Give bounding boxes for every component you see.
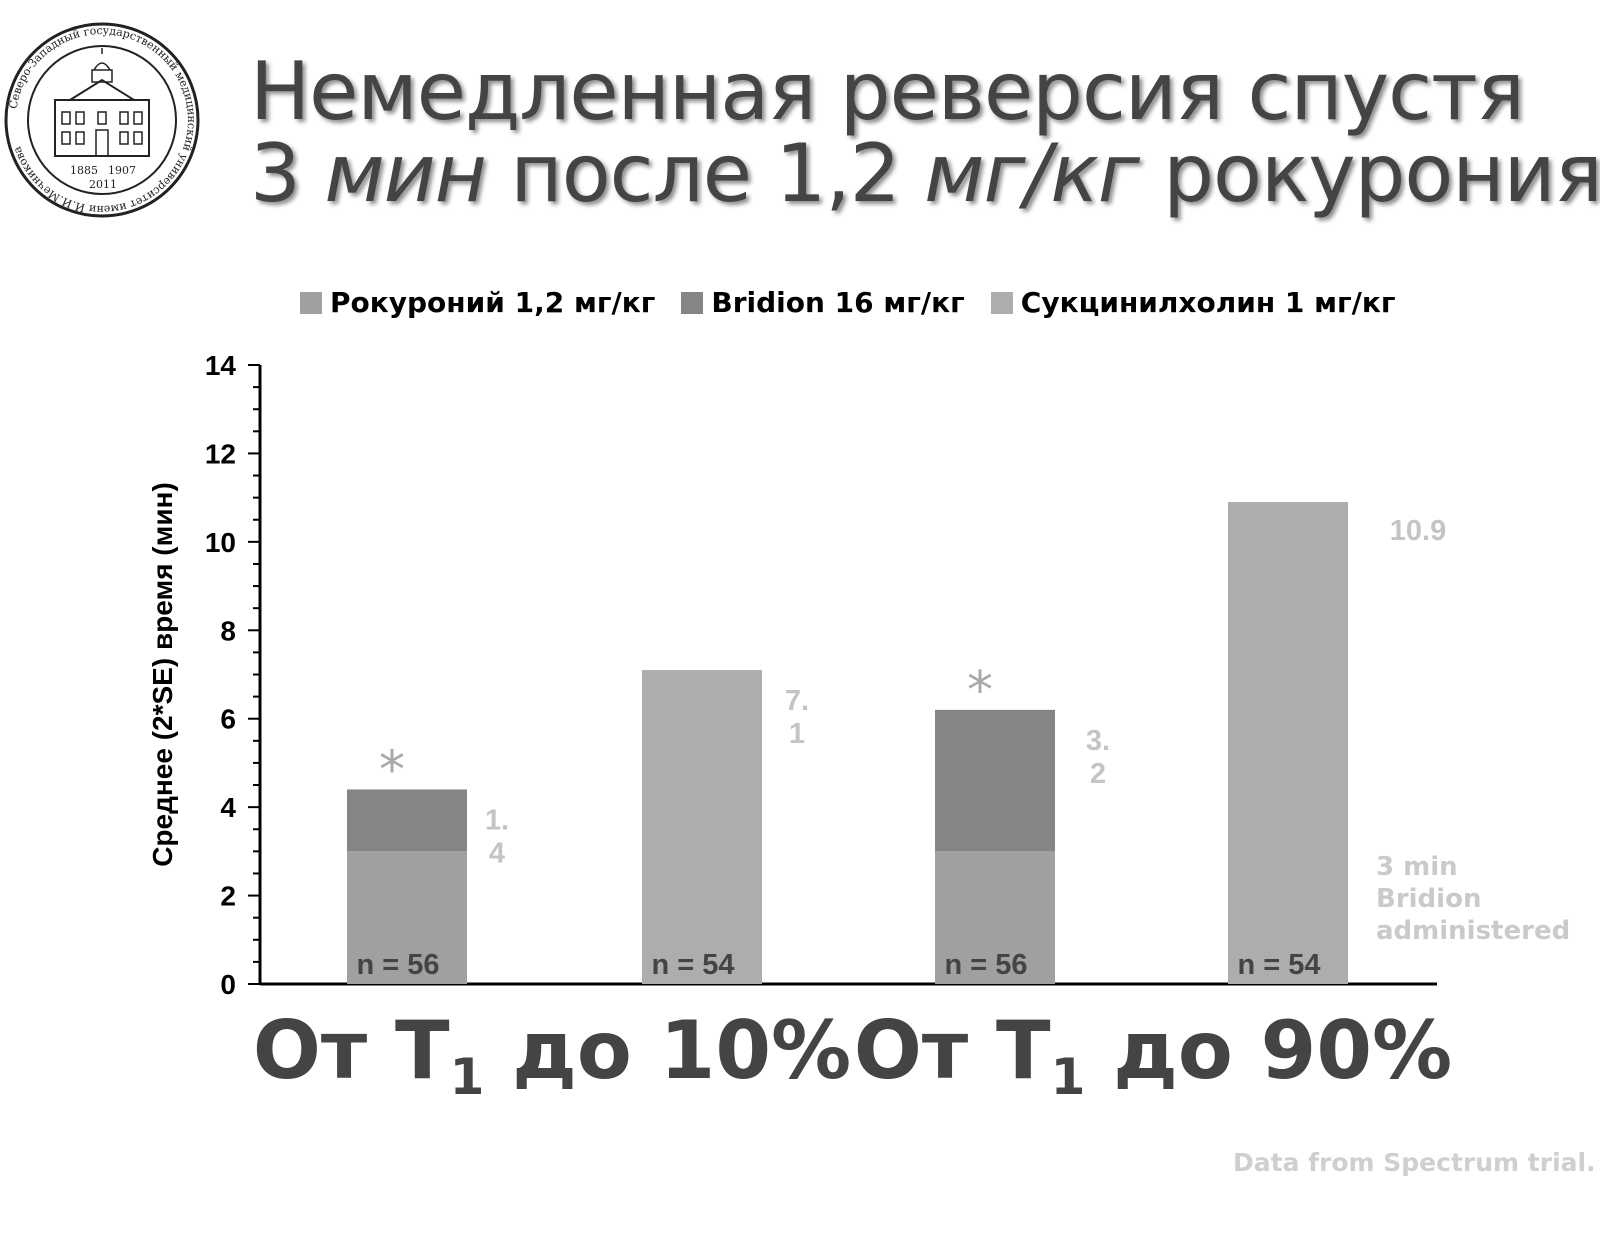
- bar-value-label-line: 1.: [485, 804, 509, 836]
- bar-value-label-3: 10.9: [1390, 515, 1446, 547]
- bar-3-segment-0: [1228, 502, 1348, 984]
- legend-label-2: Сукцинилхолин 1 мг/кг: [1020, 286, 1396, 319]
- group-label-prefix: От T: [854, 1004, 1051, 1097]
- bar-0-segment-1: [347, 789, 467, 852]
- y-tick-label-3: 6: [220, 704, 236, 735]
- bar-value-label-2: 3. 2: [1086, 725, 1110, 790]
- y-tick-label-7: 14: [205, 350, 237, 381]
- page-title-line-2: 3 мин после 1,2 мг/кг рокурония: [250, 130, 1600, 218]
- bar-value-label-line: 10.9: [1390, 515, 1446, 547]
- legend-swatch-2: [990, 291, 1013, 314]
- bar-value-label-0: 1. 4: [485, 804, 509, 869]
- group-label-1: От T1 до 90%: [854, 1004, 1452, 1106]
- y-axis-label: Среднее (2*SE) время (мин): [147, 482, 178, 867]
- legend-label-0: Рокуроний 1,2 мг/кг: [330, 286, 656, 319]
- bar-n-label-0: n = 56: [356, 949, 439, 981]
- legend-swatch-1: [681, 291, 704, 314]
- bar-0-segment-0: [347, 851, 467, 984]
- bar-value-label-line: 4: [489, 837, 505, 869]
- seal-year-3: 2011: [89, 178, 117, 191]
- annotation-line-2: administered: [1376, 916, 1570, 946]
- university-seal-icon: Северо-Западный государственный медицинс…: [4, 22, 200, 218]
- title-part-italic: мин: [324, 127, 487, 220]
- group-label-prefix: От T: [253, 1004, 450, 1097]
- bar-2-segment-0: [935, 851, 1055, 984]
- bar-n-label-1: n = 54: [651, 949, 734, 981]
- y-tick-label-0: 0: [220, 969, 236, 1000]
- bar-n-label-2: n = 56: [944, 949, 1027, 981]
- y-tick-label-5: 10: [205, 527, 236, 558]
- source-note: Data from Spectrum trial.: [1233, 1148, 1596, 1177]
- bar-2-segment-1: [935, 709, 1055, 852]
- significance-star-0: *: [379, 740, 405, 800]
- chart-legend: Рокуроний 1,2 мг/кг Bridion 16 мг/кг Сукци…: [300, 286, 1396, 319]
- title-part: после 1,2: [485, 127, 925, 220]
- y-tick-label-2: 4: [220, 792, 236, 823]
- seal-year-1: 1885: [70, 164, 98, 177]
- bar-value-label-line: 7.: [785, 685, 809, 717]
- legend-item-1: Bridion 16 мг/кг: [681, 286, 965, 319]
- group-label-subscript: 1: [450, 1048, 485, 1106]
- group-label-suffix: до 10%: [484, 1004, 851, 1097]
- legend-item-0: Рокуроний 1,2 мг/кг: [300, 286, 655, 319]
- title-part-italic: мг/кг: [924, 127, 1140, 220]
- annotation-line-0: 3 min: [1376, 852, 1458, 882]
- legend-label-1: Bridion 16 мг/кг: [711, 286, 965, 319]
- page-title-line-1: Немедленная реверсия спустя: [250, 45, 1525, 138]
- seal-year-2: 1907: [108, 164, 136, 177]
- annotation-line-1: Bridion: [1376, 884, 1481, 914]
- group-label-suffix: до 90%: [1085, 1004, 1452, 1097]
- bar-value-label-line: 2: [1090, 758, 1106, 790]
- significance-star-2: *: [967, 661, 993, 721]
- title-part: 3: [250, 127, 325, 220]
- y-tick-label-6: 12: [205, 438, 236, 469]
- legend-swatch-0: [300, 291, 322, 314]
- group-label-subscript: 1: [1051, 1048, 1086, 1106]
- legend-item-2: Сукцинилхолин 1 мг/кг: [990, 286, 1396, 319]
- bar-value-label-line: 3.: [1086, 725, 1110, 757]
- bar-value-label-1: 7. 1: [785, 685, 809, 750]
- bar-value-label-line: 1: [789, 718, 805, 750]
- y-tick-label-1: 2: [220, 881, 236, 912]
- group-label-0: От T1 до 10%: [253, 1004, 851, 1106]
- y-tick-label-4: 8: [220, 615, 236, 646]
- title-part: рокурония: [1138, 127, 1600, 220]
- bar-n-label-3: n = 54: [1237, 949, 1320, 981]
- bar-1-segment-0: [642, 670, 762, 984]
